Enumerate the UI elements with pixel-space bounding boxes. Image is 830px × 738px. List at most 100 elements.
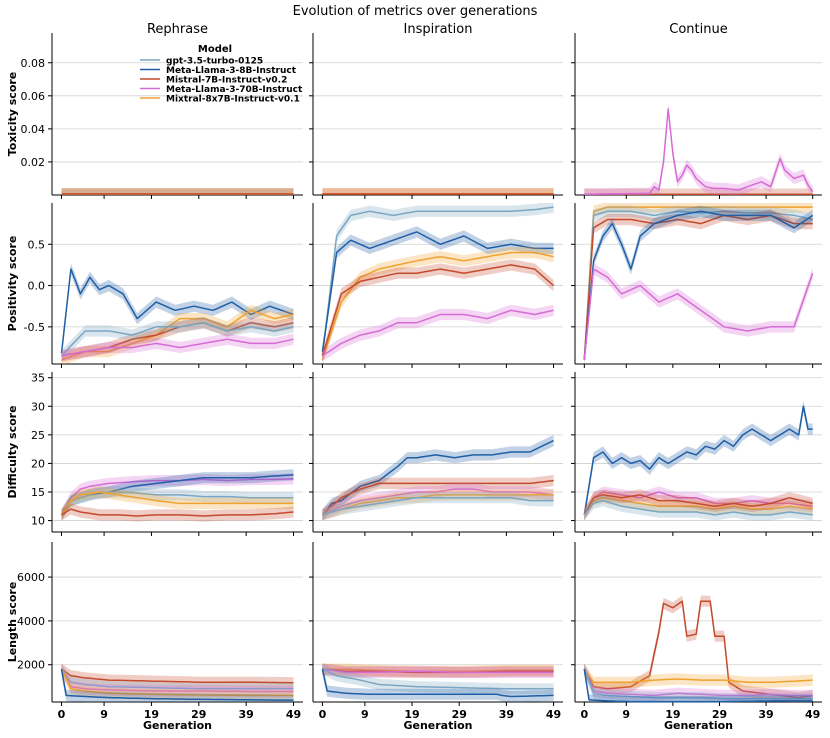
confidence-band-meta-llama-3-8b-instruct bbox=[61, 469, 294, 521]
figure-title: Evolution of metrics over generations bbox=[293, 4, 538, 19]
series-line-mixtral-8x7b-instruct-v0-1 bbox=[60, 491, 294, 516]
confidence-band-gpt-3-5-turbo-0125 bbox=[584, 663, 813, 702]
confidence-band-meta-llama-3-70b-instruct bbox=[322, 663, 554, 678]
series-line-mixtral-8x7b-instruct-v0-1 bbox=[583, 668, 813, 684]
y-tick-label: 6000 bbox=[17, 571, 45, 584]
x-tick-label: 49 bbox=[286, 708, 301, 721]
y-tick-label: 2000 bbox=[17, 659, 45, 672]
series-line-meta-llama-3-8b-instruct bbox=[60, 474, 294, 516]
confidence-band-gpt-3-5-turbo-0125 bbox=[322, 663, 554, 695]
legend-title: Model bbox=[198, 44, 232, 55]
series-line-meta-llama-3-8b-instruct bbox=[583, 668, 813, 703]
series-line-gpt-3-5-turbo-0125 bbox=[322, 668, 554, 690]
y-tick-label: 0.04 bbox=[21, 123, 46, 136]
x-tick-label: 19 bbox=[404, 708, 419, 721]
confidence-band-mistral-7b-instruct-v0-2 bbox=[322, 663, 554, 678]
series-line-meta-llama-3-8b-instruct bbox=[321, 231, 554, 352]
series-line-gpt-3-5-turbo-0125 bbox=[321, 206, 554, 356]
y-tick-label: 35 bbox=[31, 372, 45, 385]
series-line-mistral-7b-instruct-v0-2 bbox=[583, 494, 813, 516]
series-line-meta-llama-3-70b-instruct bbox=[61, 338, 294, 357]
x-tick-label: 0 bbox=[58, 708, 66, 721]
confidence-band-mistral-7b-instruct-v0-2 bbox=[322, 475, 554, 521]
x-tick-label: 29 bbox=[712, 708, 727, 721]
series-line-meta-llama-3-70b-instruct bbox=[60, 668, 294, 693]
y-axis-label-toxicity-score: Toxicity score bbox=[6, 72, 19, 157]
legend-entry-gpt-3-5-turbo-0125: gpt-3.5-turbo-0125 bbox=[166, 57, 263, 67]
series-line-mistral-7b-instruct-v0-2 bbox=[61, 508, 294, 517]
column-title-continue: Continue bbox=[669, 22, 727, 37]
y-tick-label: 0.5 bbox=[28, 238, 46, 251]
series-line-gpt-3-5-turbo-0125 bbox=[60, 321, 294, 357]
x-axis-label: Generation bbox=[664, 719, 733, 732]
confidence-band-meta-llama-3-8b-instruct bbox=[584, 663, 813, 702]
confidence-band-meta-llama-3-8b-instruct bbox=[322, 226, 554, 358]
y-tick-label: 20 bbox=[31, 457, 45, 470]
x-tick-label: 0 bbox=[580, 708, 588, 721]
series-line-mixtral-8x7b-instruct-v0-1 bbox=[60, 668, 294, 697]
x-tick-label: 19 bbox=[144, 708, 159, 721]
x-axis-label: Generation bbox=[143, 719, 212, 732]
x-tick-label: 19 bbox=[665, 708, 680, 721]
y-axis-label-positivity-score: Positivity score bbox=[6, 236, 19, 332]
y-tick-label: 4000 bbox=[17, 615, 45, 628]
legend-entry-meta-llama-3-8b-instruct: Meta-Llama-3-8B-Instruct bbox=[166, 66, 297, 76]
series-line-mixtral-8x7b-instruct-v0-1 bbox=[321, 251, 554, 361]
series-line-meta-llama-3-8b-instruct bbox=[583, 405, 813, 516]
confidence-band-meta-llama-3-70b-instruct bbox=[584, 103, 813, 195]
confidence-band-meta-llama-3-8b-instruct bbox=[322, 663, 554, 702]
x-tick-label: 49 bbox=[805, 708, 820, 721]
series-line-meta-llama-3-70b-instruct bbox=[583, 268, 814, 360]
series-line-meta-llama-3-8b-instruct bbox=[321, 439, 554, 516]
column-title-inspiration: Inspiration bbox=[404, 22, 473, 37]
x-tick-label: 9 bbox=[100, 708, 108, 721]
y-tick-label: 10 bbox=[31, 515, 45, 528]
x-tick-label: 39 bbox=[239, 708, 254, 721]
series-line-gpt-3-5-turbo-0125 bbox=[583, 499, 813, 516]
confidence-band-meta-llama-3-8b-instruct bbox=[61, 663, 294, 702]
confidence-band-mixtral-8x7b-instruct-v0-1 bbox=[61, 304, 294, 364]
confidence-band-meta-llama-3-8b-instruct bbox=[322, 435, 554, 521]
series-line-mixtral-8x7b-instruct-v0-1 bbox=[61, 309, 294, 361]
y-tick-label: 0.08 bbox=[21, 57, 46, 70]
confidence-band-meta-llama-3-70b-instruct bbox=[584, 663, 813, 701]
series-line-gpt-3-5-turbo-0125 bbox=[60, 668, 294, 690]
y-tick-label: -0.5 bbox=[24, 321, 45, 334]
y-tick-label: 15 bbox=[31, 486, 45, 499]
series-line-meta-llama-3-70b-instruct bbox=[321, 309, 554, 357]
confidence-band-mistral-7b-instruct-v0-2 bbox=[61, 503, 294, 522]
column-title-rephrase: Rephrase bbox=[147, 22, 208, 37]
confidence-band-meta-llama-3-8b-instruct bbox=[61, 263, 294, 359]
confidence-band-meta-llama-3-70b-instruct bbox=[61, 663, 294, 698]
confidence-band-meta-llama-3-8b-instruct bbox=[584, 205, 813, 364]
series-line-meta-llama-3-70b-instruct bbox=[322, 488, 554, 516]
series-line-meta-llama-3-8b-instruct bbox=[583, 210, 814, 360]
series-line-gpt-3-5-turbo-0125 bbox=[583, 210, 813, 360]
series-line-meta-llama-3-70b-instruct bbox=[583, 668, 813, 697]
y-tick-label: 0.0 bbox=[28, 280, 46, 293]
confidence-band-gpt-3-5-turbo-0125 bbox=[584, 495, 813, 521]
x-tick-label: 9 bbox=[361, 708, 369, 721]
confidence-band-meta-llama-3-70b-instruct bbox=[322, 304, 554, 362]
confidence-band-mixtral-8x7b-instruct-v0-1 bbox=[322, 663, 554, 677]
legend-entry-meta-llama-3-70b-instruct: Meta-Llama-3-70B-Instruct bbox=[166, 85, 303, 95]
confidence-band-meta-llama-3-70b-instruct bbox=[61, 473, 294, 521]
series-line-mistral-7b-instruct-v0-2 bbox=[321, 479, 554, 516]
confidence-band-mistral-7b-instruct-v0-2 bbox=[584, 489, 813, 521]
series-line-mixtral-8x7b-instruct-v0-1 bbox=[583, 496, 813, 516]
series-line-meta-llama-3-70b-instruct bbox=[583, 491, 813, 516]
x-tick-label: 29 bbox=[191, 708, 206, 721]
series-line-mistral-7b-instruct-v0-2 bbox=[321, 264, 555, 356]
series-line-mistral-7b-instruct-v0-2 bbox=[61, 668, 294, 684]
confidence-band-gpt-3-5-turbo-0125 bbox=[322, 492, 554, 521]
series-line-meta-llama-3-70b-instruct bbox=[584, 108, 814, 195]
confidence-band-gpt-3-5-turbo-0125 bbox=[322, 203, 554, 362]
y-axis-label-length-score: Length score bbox=[6, 582, 19, 663]
x-tick-label: 0 bbox=[319, 708, 327, 721]
legend-entry-mixtral-8x7b-instruct-v0-1: Mixtral-8x7B-Instruct-v0.1 bbox=[166, 95, 300, 105]
y-tick-label: 30 bbox=[31, 400, 45, 413]
series-line-meta-llama-3-8b-instruct bbox=[321, 668, 554, 698]
series-line-meta-llama-3-8b-instruct bbox=[60, 668, 294, 701]
x-tick-label: 39 bbox=[758, 708, 773, 721]
